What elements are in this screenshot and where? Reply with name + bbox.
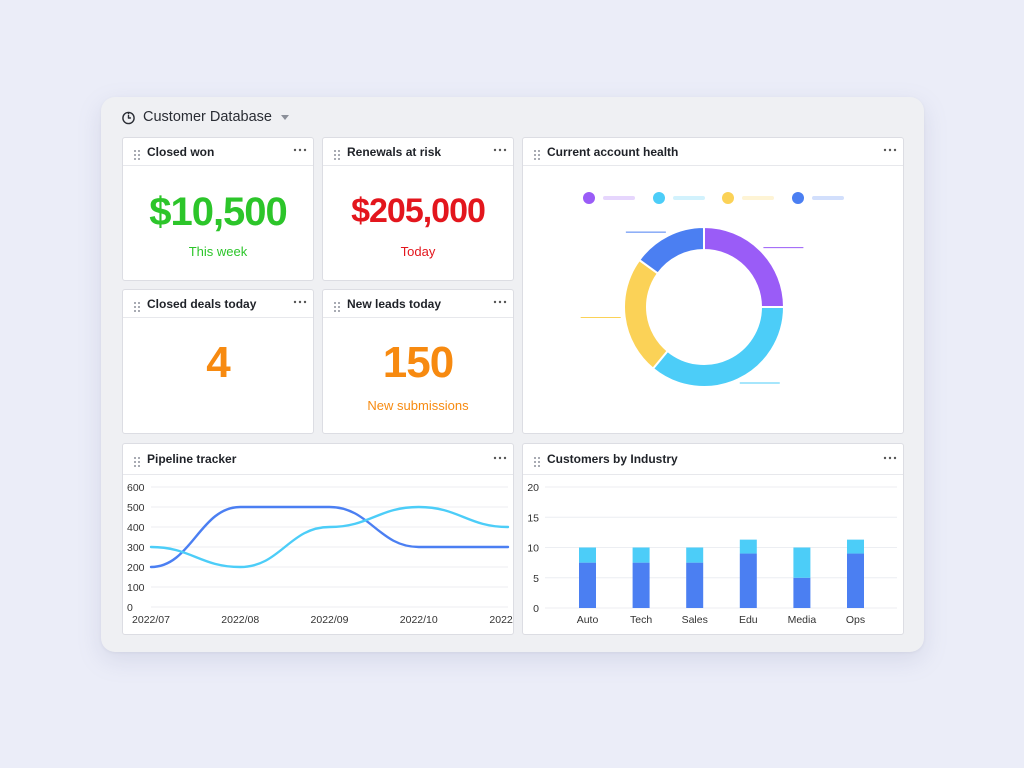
drag-handle-icon[interactable] bbox=[134, 147, 140, 160]
card-header[interactable]: Closed won bbox=[123, 138, 313, 166]
dashboard-frame: Customer Database Closed won $10,500 Thi… bbox=[101, 97, 924, 652]
timer-icon bbox=[121, 110, 136, 125]
card-title: New leads today bbox=[347, 296, 442, 311]
card-title: Closed won bbox=[147, 144, 215, 159]
y-tick-label: 15 bbox=[527, 512, 539, 524]
x-tick-label: Media bbox=[788, 614, 817, 626]
card-title: Customers by Industry bbox=[547, 452, 678, 466]
x-tick-label: 2022/07 bbox=[132, 614, 170, 626]
drag-handle-icon[interactable] bbox=[134, 454, 140, 467]
legend-marker bbox=[792, 192, 804, 204]
card-header[interactable]: Current account health bbox=[523, 138, 903, 166]
dashboard-header[interactable]: Customer Database bbox=[121, 108, 289, 126]
legend-marker bbox=[583, 192, 595, 204]
closed-deals-value: 4 bbox=[206, 338, 230, 387]
bar-segment bbox=[739, 553, 757, 608]
closed-won-card: Closed won $10,500 This week bbox=[122, 137, 314, 281]
more-options-icon[interactable] bbox=[293, 143, 307, 157]
renewals-value: $205,000 bbox=[351, 192, 486, 230]
pipeline-tracker-card: Pipeline tracker 0 100 200 300 400 500 600 2022… bbox=[122, 443, 514, 635]
y-tick-label: 0 bbox=[533, 603, 539, 615]
closed-won-caption: This week bbox=[188, 244, 248, 259]
drag-handle-icon[interactable] bbox=[334, 147, 340, 160]
chevron-down-icon[interactable] bbox=[280, 114, 289, 120]
account-health-donut-chart bbox=[580, 192, 844, 388]
x-tick-label: Sales bbox=[682, 614, 708, 626]
bar-segment bbox=[686, 547, 704, 563]
y-tick-label: 10 bbox=[527, 543, 539, 555]
y-tick-label: 0 bbox=[127, 602, 133, 614]
bar-segment bbox=[739, 539, 757, 554]
bar-segment bbox=[579, 562, 596, 608]
bar-segment bbox=[793, 547, 811, 578]
x-tick-label: Ops bbox=[846, 614, 865, 626]
x-tick-label: 2022/09 bbox=[311, 614, 349, 626]
legend-marker bbox=[653, 192, 665, 204]
legend-label-placeholder bbox=[673, 196, 705, 200]
donut-slice bbox=[703, 225, 786, 308]
x-tick-label: 2022/11 bbox=[489, 614, 513, 626]
y-tick-label: 400 bbox=[127, 522, 145, 534]
bar-segment bbox=[632, 547, 650, 563]
card-title: Pipeline tracker bbox=[147, 452, 237, 466]
card-header[interactable]: Closed deals today bbox=[123, 290, 313, 318]
legend-label-placeholder bbox=[742, 196, 774, 200]
legend-marker bbox=[722, 192, 734, 204]
y-tick-label: 100 bbox=[127, 582, 145, 594]
more-options-icon[interactable] bbox=[493, 143, 507, 157]
drag-handle-icon[interactable] bbox=[534, 147, 540, 160]
card-header[interactable]: Customers by Industry bbox=[523, 444, 903, 475]
bar-segment bbox=[686, 562, 704, 608]
y-tick-label: 20 bbox=[527, 482, 539, 494]
bar-segment bbox=[847, 553, 864, 608]
customers-by-industry-card: Customers by Industry 0 5 10 15 20 Auto Tech Sa… bbox=[522, 443, 904, 635]
renewals-caption: Today bbox=[400, 244, 436, 259]
card-title: Renewals at risk bbox=[347, 144, 442, 159]
renewals-at-risk-card: Renewals at risk $205,000 Today bbox=[322, 137, 514, 281]
series-line bbox=[149, 505, 510, 569]
bar-segment bbox=[579, 547, 596, 563]
drag-handle-icon[interactable] bbox=[534, 454, 540, 467]
x-tick-label: 2022/08 bbox=[221, 614, 259, 626]
industry-bar-chart: 0 5 10 15 20 Auto Tech Sales Edu Media Ops bbox=[527, 482, 897, 626]
more-options-icon[interactable] bbox=[493, 295, 507, 309]
bar-segment bbox=[632, 562, 650, 608]
donut-slice bbox=[651, 306, 786, 388]
card-title: Current account health bbox=[547, 144, 679, 159]
new-leads-value: 150 bbox=[382, 338, 454, 387]
pipeline-line-chart: 0 100 200 300 400 500 600 2022/07 2022/08 2022/09… bbox=[127, 482, 513, 626]
new-leads-caption: New submissions bbox=[367, 398, 469, 413]
more-options-icon[interactable] bbox=[883, 143, 897, 157]
bar-segment bbox=[793, 577, 811, 608]
x-tick-label: 2022/10 bbox=[400, 614, 438, 626]
legend-label-placeholder bbox=[812, 196, 844, 200]
closed-deals-card: Closed deals today 4 bbox=[122, 289, 314, 434]
x-tick-label: Edu bbox=[739, 614, 758, 626]
legend-label-placeholder bbox=[603, 196, 635, 200]
more-options-icon[interactable] bbox=[883, 451, 897, 465]
card-header[interactable]: New leads today bbox=[323, 290, 513, 318]
series-line bbox=[149, 505, 510, 569]
y-tick-label: 500 bbox=[127, 502, 145, 514]
card-title: Closed deals today bbox=[147, 296, 257, 311]
y-tick-label: 5 bbox=[533, 573, 539, 585]
account-health-card: Current account health bbox=[522, 137, 904, 434]
x-tick-label: Tech bbox=[630, 614, 652, 626]
y-tick-label: 600 bbox=[127, 482, 145, 494]
drag-handle-icon[interactable] bbox=[334, 299, 340, 312]
card-header[interactable]: Pipeline tracker bbox=[123, 444, 513, 475]
y-tick-label: 300 bbox=[127, 542, 145, 554]
more-options-icon[interactable] bbox=[293, 295, 307, 309]
dashboard-title: Customer Database bbox=[143, 109, 272, 125]
x-tick-label: Auto bbox=[577, 614, 599, 626]
new-leads-card: New leads today 150 New submissions bbox=[322, 289, 514, 434]
closed-won-value: $10,500 bbox=[149, 190, 288, 234]
more-options-icon[interactable] bbox=[493, 451, 507, 465]
card-header[interactable]: Renewals at risk bbox=[323, 138, 513, 166]
bar-segment bbox=[847, 539, 864, 554]
donut-slice bbox=[623, 258, 670, 371]
drag-handle-icon[interactable] bbox=[134, 299, 140, 312]
y-tick-label: 200 bbox=[127, 562, 145, 574]
donut-slice bbox=[637, 225, 705, 275]
